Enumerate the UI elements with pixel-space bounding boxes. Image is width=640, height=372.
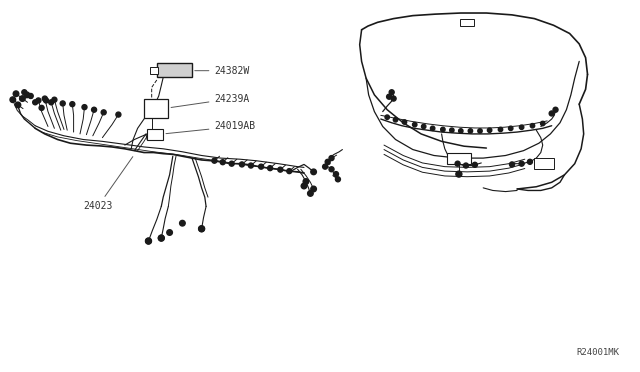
Circle shape [403, 120, 406, 124]
Circle shape [49, 100, 54, 105]
Circle shape [385, 115, 389, 119]
Circle shape [311, 186, 316, 192]
Circle shape [301, 183, 307, 189]
Circle shape [311, 169, 316, 175]
Circle shape [20, 96, 25, 102]
Circle shape [323, 164, 328, 169]
Circle shape [13, 91, 19, 97]
Circle shape [431, 126, 435, 131]
Circle shape [52, 97, 57, 102]
Circle shape [488, 128, 492, 132]
Bar [150, 67, 158, 74]
Circle shape [441, 127, 445, 132]
Circle shape [549, 111, 554, 116]
Circle shape [82, 105, 87, 110]
Text: 24382W: 24382W [195, 66, 250, 76]
Circle shape [159, 235, 164, 241]
Circle shape [24, 92, 29, 98]
Circle shape [248, 163, 253, 168]
Circle shape [308, 190, 313, 196]
Circle shape [101, 110, 106, 115]
Circle shape [145, 238, 152, 244]
Circle shape [15, 102, 20, 108]
Circle shape [422, 124, 426, 129]
Circle shape [527, 159, 532, 164]
Circle shape [116, 112, 121, 117]
Circle shape [92, 107, 97, 112]
Text: 24239A: 24239A [171, 94, 250, 108]
Circle shape [229, 161, 234, 166]
Circle shape [455, 161, 460, 166]
Bar [144, 99, 168, 118]
Circle shape [520, 125, 524, 129]
Circle shape [509, 126, 513, 131]
Circle shape [519, 161, 524, 166]
Circle shape [303, 179, 308, 185]
Circle shape [39, 105, 44, 110]
Circle shape [329, 167, 334, 172]
Circle shape [158, 235, 164, 241]
Circle shape [239, 162, 244, 167]
Text: R24001MK: R24001MK [577, 348, 620, 357]
Circle shape [199, 226, 204, 232]
Circle shape [468, 129, 472, 133]
Bar [147, 129, 163, 140]
Circle shape [167, 230, 172, 235]
Circle shape [10, 97, 15, 103]
Circle shape [325, 159, 330, 164]
Circle shape [60, 101, 65, 106]
Circle shape [499, 127, 502, 132]
Circle shape [478, 129, 482, 133]
Circle shape [541, 121, 545, 126]
Circle shape [333, 171, 339, 177]
Circle shape [220, 160, 225, 165]
Circle shape [146, 238, 151, 244]
Circle shape [450, 128, 454, 132]
Circle shape [509, 162, 515, 167]
Circle shape [42, 96, 47, 101]
Bar [447, 153, 471, 164]
Circle shape [391, 96, 396, 101]
Circle shape [287, 169, 292, 174]
Circle shape [268, 166, 273, 171]
Circle shape [70, 102, 75, 107]
Circle shape [22, 90, 27, 95]
Circle shape [278, 167, 283, 172]
Circle shape [44, 98, 49, 103]
Bar [460, 19, 474, 26]
Circle shape [413, 122, 417, 127]
Circle shape [394, 118, 397, 122]
Circle shape [472, 162, 477, 167]
Circle shape [329, 155, 334, 161]
Circle shape [28, 93, 33, 99]
Circle shape [212, 158, 217, 163]
Text: 24019AB: 24019AB [166, 122, 255, 134]
Bar [157, 63, 192, 77]
Circle shape [36, 98, 41, 103]
Circle shape [463, 163, 468, 168]
Circle shape [389, 90, 394, 95]
Bar [534, 158, 554, 169]
Circle shape [335, 177, 340, 182]
Circle shape [459, 129, 463, 133]
Circle shape [180, 220, 185, 226]
Circle shape [387, 94, 392, 99]
Text: 24023: 24023 [83, 157, 133, 211]
Circle shape [33, 100, 38, 105]
Circle shape [553, 107, 558, 112]
Circle shape [259, 164, 264, 169]
Circle shape [198, 226, 205, 232]
Circle shape [531, 124, 534, 128]
Circle shape [456, 171, 462, 177]
